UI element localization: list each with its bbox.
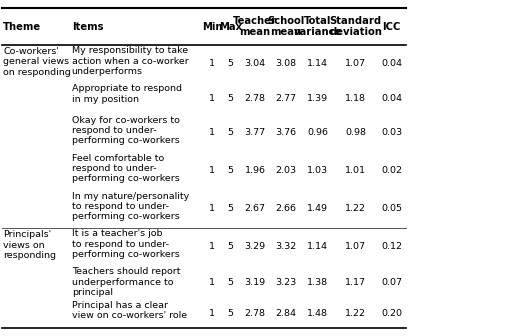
Text: 1: 1 <box>209 278 215 287</box>
Text: 2.66: 2.66 <box>275 204 296 213</box>
Text: 5: 5 <box>228 166 234 175</box>
Text: 1.14: 1.14 <box>307 59 328 68</box>
Text: 1.03: 1.03 <box>307 166 328 175</box>
Text: 1.38: 1.38 <box>307 278 328 287</box>
Text: School
mean: School mean <box>267 16 304 37</box>
Text: 2.03: 2.03 <box>275 166 296 175</box>
Text: 1.48: 1.48 <box>307 309 328 318</box>
Text: 3.29: 3.29 <box>244 242 266 251</box>
Text: ICC: ICC <box>383 22 401 32</box>
Text: 1.07: 1.07 <box>345 242 366 251</box>
Text: 3.32: 3.32 <box>275 242 296 251</box>
Text: 1.49: 1.49 <box>307 204 328 213</box>
Text: My responsibility to take
action when a co-worker
underperforms: My responsibility to take action when a … <box>72 46 188 76</box>
Text: 5: 5 <box>228 309 234 318</box>
Text: 1: 1 <box>209 309 215 318</box>
Text: 0.04: 0.04 <box>381 94 402 103</box>
Text: Okay for co-workers to
respond to under-
performing co-workers: Okay for co-workers to respond to under-… <box>72 116 179 145</box>
Text: 1.96: 1.96 <box>244 166 266 175</box>
Text: 3.04: 3.04 <box>244 59 266 68</box>
Text: Teachers should report
underperformance to
principal: Teachers should report underperformance … <box>72 267 180 297</box>
Text: 1: 1 <box>209 94 215 103</box>
Text: 1.22: 1.22 <box>345 204 366 213</box>
Text: 0.02: 0.02 <box>381 166 402 175</box>
Text: 1.22: 1.22 <box>345 309 366 318</box>
Text: 2.78: 2.78 <box>244 94 266 103</box>
Text: 2.67: 2.67 <box>244 204 266 213</box>
Text: 3.19: 3.19 <box>244 278 266 287</box>
Text: 1: 1 <box>209 242 215 251</box>
Text: 0.03: 0.03 <box>381 128 402 137</box>
Text: 5: 5 <box>228 94 234 103</box>
Text: Max: Max <box>219 22 242 32</box>
Text: 1: 1 <box>209 166 215 175</box>
Text: 5: 5 <box>228 242 234 251</box>
Text: 3.08: 3.08 <box>275 59 296 68</box>
Text: Co-workers'
general views
on responding: Co-workers' general views on responding <box>3 47 71 77</box>
Text: 3.23: 3.23 <box>275 278 296 287</box>
Text: 0.12: 0.12 <box>381 242 402 251</box>
Text: 1: 1 <box>209 128 215 137</box>
Text: 0.04: 0.04 <box>381 59 402 68</box>
Text: 1.18: 1.18 <box>345 94 366 103</box>
Text: 0.98: 0.98 <box>345 128 366 137</box>
Text: 1.14: 1.14 <box>307 242 328 251</box>
Text: Principals'
views on
responding: Principals' views on responding <box>3 230 56 260</box>
Text: Min: Min <box>202 22 223 32</box>
Text: 2.77: 2.77 <box>275 94 296 103</box>
Text: Total
variance: Total variance <box>294 16 341 37</box>
Text: 5: 5 <box>228 59 234 68</box>
Text: 1.39: 1.39 <box>307 94 328 103</box>
Text: 3.77: 3.77 <box>244 128 266 137</box>
Text: 5: 5 <box>228 278 234 287</box>
Text: Theme: Theme <box>3 22 41 32</box>
Text: 1.07: 1.07 <box>345 59 366 68</box>
Text: 5: 5 <box>228 204 234 213</box>
Text: 3.76: 3.76 <box>275 128 296 137</box>
Text: 2.78: 2.78 <box>244 309 266 318</box>
Text: 2.84: 2.84 <box>275 309 296 318</box>
Text: 0.96: 0.96 <box>307 128 328 137</box>
Text: Standard
deviation: Standard deviation <box>329 16 382 37</box>
Text: Feel comfortable to
respond to under-
performing co-workers: Feel comfortable to respond to under- pe… <box>72 154 179 183</box>
Text: It is a teacher's job
to respond to under-
performing co-workers: It is a teacher's job to respond to unde… <box>72 229 179 259</box>
Text: 0.07: 0.07 <box>381 278 402 287</box>
Text: In my nature/personality
to respond to under-
performing co-workers: In my nature/personality to respond to u… <box>72 192 189 221</box>
Text: 1.17: 1.17 <box>345 278 366 287</box>
Text: 0.20: 0.20 <box>381 309 402 318</box>
Text: Principal has a clear
view on co-workers' role: Principal has a clear view on co-workers… <box>72 301 187 321</box>
Text: 1.01: 1.01 <box>345 166 366 175</box>
Text: Teacher
mean: Teacher mean <box>233 16 277 37</box>
Text: 5: 5 <box>228 128 234 137</box>
Text: 1: 1 <box>209 204 215 213</box>
Text: Items: Items <box>72 22 103 32</box>
Text: Appropriate to respond
in my position: Appropriate to respond in my position <box>72 84 182 104</box>
Text: 1: 1 <box>209 59 215 68</box>
Text: 0.05: 0.05 <box>381 204 402 213</box>
